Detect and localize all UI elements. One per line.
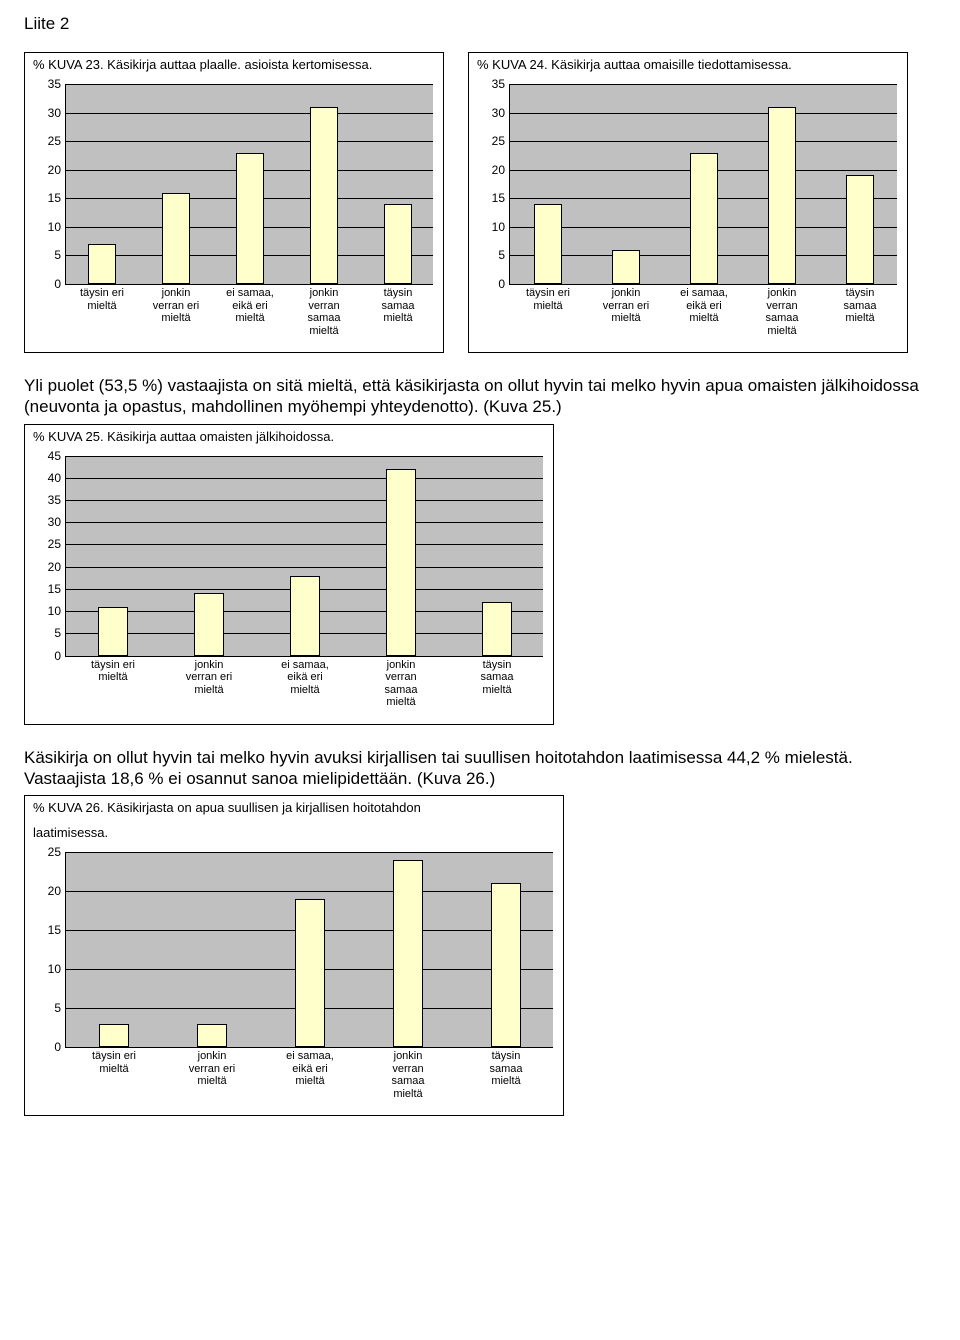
chart-bar [162,193,190,284]
y-tick-label: 25 [37,134,61,148]
x-category-label: jonkinverran erimieltä [587,287,665,325]
y-tick-label: 35 [37,493,61,507]
paragraph-25: Yli puolet (53,5 %) vastaajista on sitä … [24,375,936,418]
y-tick-label: 0 [37,1040,61,1054]
chart-title: % KUVA 25. Käsikirja auttaa omaisten jäl… [25,425,553,450]
chart-bar [197,1024,227,1047]
y-tick-label: 15 [37,923,61,937]
x-category-label: jonkinverran erimieltä [139,287,213,325]
chart-bar [393,860,423,1047]
y-tick-label: 30 [37,106,61,120]
chart-title: % KUVA 23. Käsikirja auttaa plaalle. asi… [25,53,443,78]
chart-bar [690,153,718,284]
y-tick-label: 40 [37,471,61,485]
chart-24: % KUVA 24. Käsikirja auttaa omaisille ti… [468,52,908,353]
page-heading: Liite 2 [24,14,936,34]
chart-bar [194,593,224,655]
chart-bar [534,204,562,284]
y-tick-label: 0 [481,277,505,291]
y-tick-label: 15 [481,191,505,205]
chart-bar [482,602,512,655]
chart-title: % KUVA 26. Käsikirjasta on apua suullise… [25,796,563,821]
chart-bar [310,107,338,284]
x-category-label: täysinsamaamieltä [361,287,435,325]
plot-area: 0510152025täysin erimieltäjonkinverran e… [65,852,553,1047]
x-category-label: ei samaa,eikä erimieltä [257,659,353,697]
chart-bar [98,607,128,656]
chart-26: % KUVA 26. Käsikirjasta on apua suullise… [24,795,564,1116]
chart-bar [846,175,874,284]
chart-bar [384,204,412,284]
y-tick-label: 10 [481,220,505,234]
y-tick-label: 10 [37,962,61,976]
y-tick-label: 20 [37,560,61,574]
x-category-label: jonkinverransamaamieltä [359,1050,457,1101]
y-tick-label: 35 [37,77,61,91]
x-category-label: täysinsamaamieltä [821,287,899,325]
y-tick-label: 5 [37,248,61,262]
x-category-label: jonkinverransamaamieltä [743,287,821,338]
x-category-label: jonkinverransamaamieltä [287,287,361,338]
y-tick-label: 30 [481,106,505,120]
y-tick-label: 10 [37,604,61,618]
y-tick-label: 0 [37,649,61,663]
x-category-label: jonkinverransamaamieltä [353,659,449,710]
y-tick-label: 0 [37,277,61,291]
chart-bar [386,469,416,656]
x-category-label: täysin erimieltä [509,287,587,312]
y-tick-label: 5 [481,248,505,262]
plot-area: 051015202530354045täysin erimieltäjonkin… [65,456,543,656]
x-category-label: ei samaa,eikä erimieltä [213,287,287,325]
x-category-label: jonkinverran erimieltä [161,659,257,697]
y-tick-label: 25 [37,537,61,551]
chart-bar [236,153,264,284]
chart-bar [612,250,640,284]
y-tick-label: 35 [481,77,505,91]
y-tick-label: 15 [37,191,61,205]
x-category-label: täysinsamaamieltä [449,659,545,697]
y-tick-label: 20 [481,163,505,177]
x-category-label: ei samaa,eikä erimieltä [261,1050,359,1088]
chart-bar [290,576,320,656]
plot-area: 05101520253035täysin erimieltäjonkinverr… [65,84,433,284]
chart-23: % KUVA 23. Käsikirja auttaa plaalle. asi… [24,52,444,353]
chart-bar [768,107,796,284]
x-category-label: täysin erimieltä [65,659,161,684]
y-tick-label: 30 [37,515,61,529]
chart-bar [99,1024,129,1047]
y-tick-label: 20 [37,884,61,898]
x-category-label: täysin erimieltä [65,287,139,312]
chart-25: % KUVA 25. Käsikirja auttaa omaisten jäl… [24,424,554,725]
x-category-label: täysinsamaamieltä [457,1050,555,1088]
y-tick-label: 5 [37,1001,61,1015]
chart-title: % KUVA 24. Käsikirja auttaa omaisille ti… [469,53,907,78]
y-tick-label: 25 [481,134,505,148]
chart-bar [491,883,521,1047]
y-tick-label: 20 [37,163,61,177]
chart-bar [295,899,325,1047]
y-tick-label: 10 [37,220,61,234]
x-category-label: täysin erimieltä [65,1050,163,1075]
x-category-label: ei samaa,eikä erimieltä [665,287,743,325]
y-tick-label: 15 [37,582,61,596]
y-tick-label: 5 [37,626,61,640]
chart-bar [88,244,116,284]
chart-title: laatimisessa. [25,821,563,846]
y-tick-label: 25 [37,845,61,859]
top-row: % KUVA 23. Käsikirja auttaa plaalle. asi… [24,52,936,353]
plot-area: 05101520253035täysin erimieltäjonkinverr… [509,84,897,284]
x-category-label: jonkinverran erimieltä [163,1050,261,1088]
paragraph-26: Käsikirja on ollut hyvin tai melko hyvin… [24,747,936,790]
y-tick-label: 45 [37,449,61,463]
